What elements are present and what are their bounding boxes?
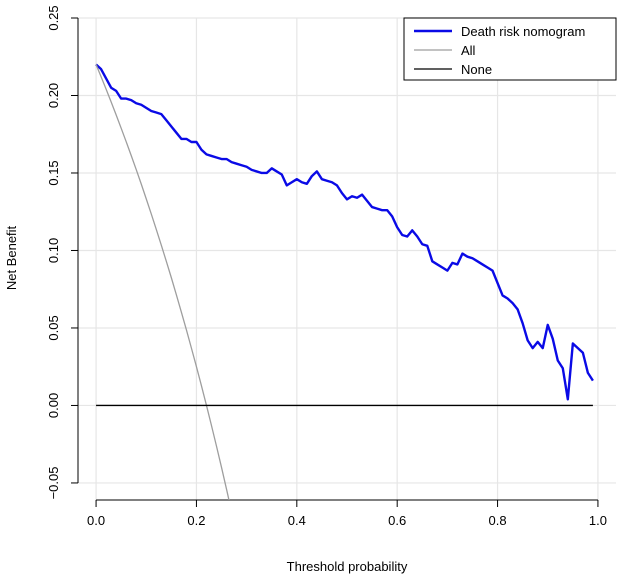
x-tick-label: 0.0 — [87, 513, 105, 528]
series-line — [95, 63, 594, 401]
y-tick-label: 0.05 — [46, 315, 61, 340]
legend: Death risk nomogram All None — [403, 17, 617, 81]
legend-box — [403, 17, 617, 81]
y-tick-label: 0.20 — [46, 83, 61, 108]
plot-area — [95, 63, 594, 500]
x-tick-label: 0.6 — [388, 513, 406, 528]
legend-label: Death risk nomogram — [461, 24, 585, 39]
x-tick-label: 0.2 — [187, 513, 205, 528]
legend-label: All — [461, 43, 476, 58]
y-tick-label: −0.05 — [46, 466, 61, 499]
x-axis-title: Threshold probability — [287, 559, 408, 574]
x-tick-label: 0.8 — [489, 513, 507, 528]
x-tick-label: 0.4 — [288, 513, 306, 528]
y-tick-label: 0.15 — [46, 160, 61, 185]
legend-label: None — [461, 62, 492, 77]
y-tick-label: 0.00 — [46, 393, 61, 418]
x-tick-label: 1.0 — [589, 513, 607, 528]
y-axis-title: Net Benefit — [4, 225, 19, 290]
y-tick-label: 0.10 — [46, 238, 61, 263]
series-line — [95, 64, 230, 500]
y-tick-label: 0.25 — [46, 5, 61, 30]
